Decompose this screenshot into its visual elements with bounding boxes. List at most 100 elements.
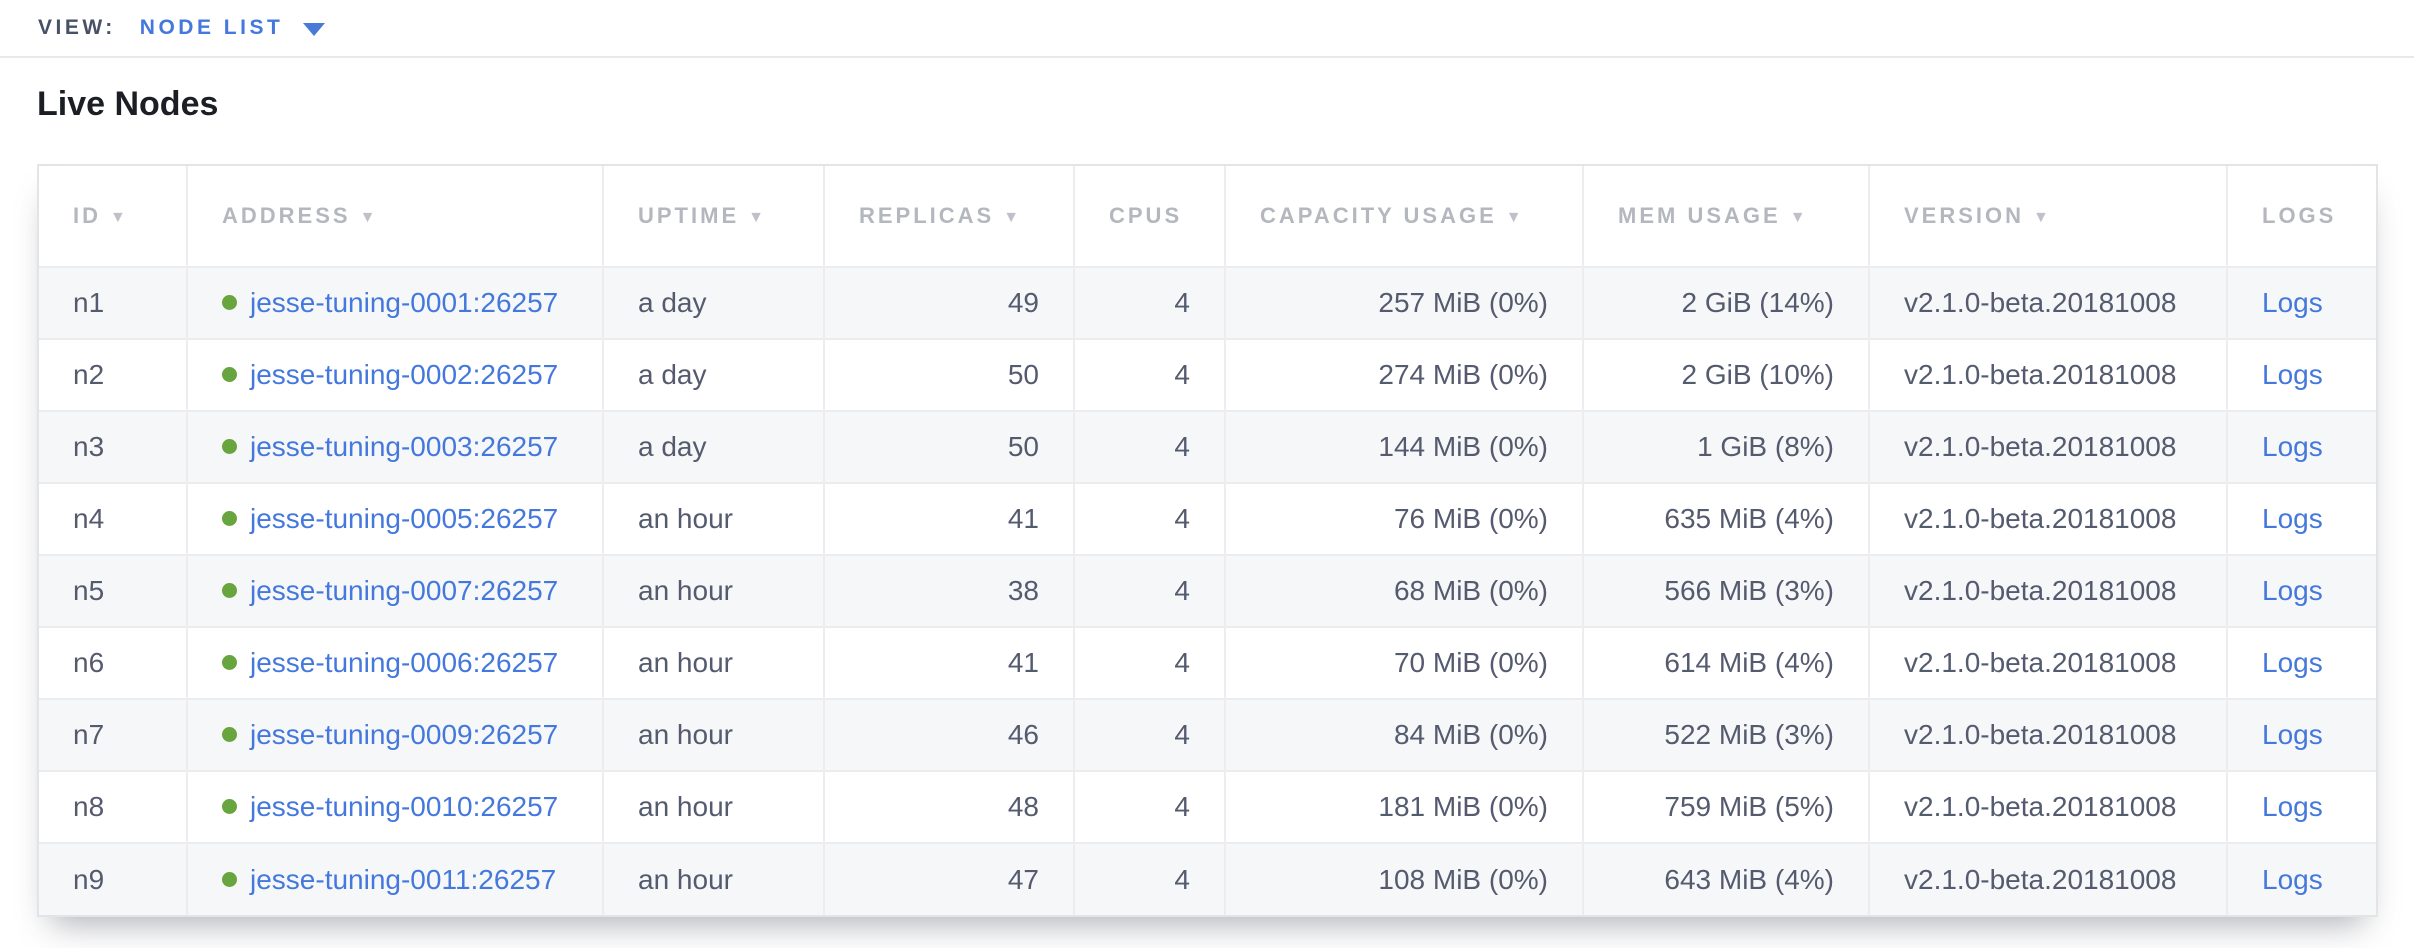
cell-cpus: 4 xyxy=(1074,338,1226,411)
column-header-label: MEM USAGE xyxy=(1618,203,1781,228)
cell-logs: Logs xyxy=(2227,770,2376,843)
healthy-status-icon xyxy=(222,799,237,814)
logs-link[interactable]: Logs xyxy=(2262,431,2323,462)
cell-version: v2.1.0-beta.20181008 xyxy=(1869,554,2228,627)
cell-capacity: 144 MiB (0%) xyxy=(1225,410,1584,483)
cell-address: jesse-tuning-0001:26257 xyxy=(187,266,604,339)
cell-cpus: 4 xyxy=(1074,842,1226,915)
logs-link[interactable]: Logs xyxy=(2262,719,2323,750)
cell-capacity: 257 MiB (0%) xyxy=(1225,266,1584,339)
cell-address: jesse-tuning-0007:26257 xyxy=(187,554,604,627)
cell-mem: 759 MiB (5%) xyxy=(1583,770,1870,843)
cell-address: jesse-tuning-0009:26257 xyxy=(187,698,604,771)
logs-link[interactable]: Logs xyxy=(2262,647,2323,678)
cell-address: jesse-tuning-0005:26257 xyxy=(187,482,604,555)
node-address-link[interactable]: jesse-tuning-0002:26257 xyxy=(250,359,559,390)
node-address-link[interactable]: jesse-tuning-0005:26257 xyxy=(250,503,559,534)
cell-cpus: 4 xyxy=(1074,266,1226,339)
column-header-version[interactable]: VERSION ▼ xyxy=(1869,166,2228,267)
node-address-link[interactable]: jesse-tuning-0006:26257 xyxy=(250,647,559,678)
table-body: n1 jesse-tuning-0001:26257 a day 49 4 257 MiB… xyxy=(39,266,2376,915)
column-header-label: LOGS xyxy=(2262,203,2337,228)
cell-logs: Logs xyxy=(2227,842,2376,915)
column-header-label: ADDRESS xyxy=(222,203,351,228)
column-header-mem[interactable]: MEM USAGE ▼ xyxy=(1583,166,1870,267)
cell-logs: Logs xyxy=(2227,626,2376,699)
cell-replicas: 41 xyxy=(824,626,1075,699)
column-header-cpus: CPUS xyxy=(1074,166,1226,267)
cell-id: n3 xyxy=(39,410,188,483)
column-header-uptime[interactable]: UPTIME ▼ xyxy=(603,166,825,267)
cell-capacity: 84 MiB (0%) xyxy=(1225,698,1584,771)
cell-mem: 566 MiB (3%) xyxy=(1583,554,1870,627)
cell-id: n9 xyxy=(39,842,188,915)
cell-version: v2.1.0-beta.20181008 xyxy=(1869,770,2228,843)
node-address-link[interactable]: jesse-tuning-0007:26257 xyxy=(250,575,559,606)
logs-link[interactable]: Logs xyxy=(2262,575,2323,606)
view-dropdown-selected: NODE LIST xyxy=(139,16,284,39)
cell-replicas: 38 xyxy=(824,554,1075,627)
cell-id: n2 xyxy=(39,338,188,411)
cell-replicas: 49 xyxy=(824,266,1075,339)
column-header-address[interactable]: ADDRESS ▼ xyxy=(187,166,604,267)
healthy-status-icon xyxy=(222,439,237,454)
cell-address: jesse-tuning-0010:26257 xyxy=(187,770,604,843)
cell-version: v2.1.0-beta.20181008 xyxy=(1869,698,2228,771)
cell-address: jesse-tuning-0006:26257 xyxy=(187,626,604,699)
healthy-status-icon xyxy=(222,871,237,887)
cell-capacity: 181 MiB (0%) xyxy=(1225,770,1584,843)
cell-version: v2.1.0-beta.20181008 xyxy=(1869,338,2228,411)
cell-logs: Logs xyxy=(2227,338,2376,411)
node-address-link[interactable]: jesse-tuning-0011:26257 xyxy=(250,863,557,895)
node-address-link[interactable]: jesse-tuning-0009:26257 xyxy=(250,719,559,750)
logs-link[interactable]: Logs xyxy=(2262,359,2323,390)
sort-desc-icon: ▼ xyxy=(359,209,379,226)
node-address-link[interactable]: jesse-tuning-0003:26257 xyxy=(250,431,559,462)
node-row-n7: n7 jesse-tuning-0009:26257 an hour 46 4 84 Mi… xyxy=(39,698,2376,771)
node-row-n4: n4 jesse-tuning-0005:26257 an hour 41 4 76 Mi… xyxy=(39,482,2376,555)
cell-cpus: 4 xyxy=(1074,698,1226,771)
logs-link[interactable]: Logs xyxy=(2262,287,2323,318)
cell-id: n1 xyxy=(39,266,188,339)
cell-capacity: 108 MiB (0%) xyxy=(1225,842,1584,915)
node-address-link[interactable]: jesse-tuning-0001:26257 xyxy=(250,287,559,318)
cell-cpus: 4 xyxy=(1074,770,1226,843)
cell-cpus: 4 xyxy=(1074,410,1226,483)
cell-logs: Logs xyxy=(2227,554,2376,627)
cell-version: v2.1.0-beta.20181008 xyxy=(1869,626,2228,699)
healthy-status-icon xyxy=(222,511,237,526)
node-row-n1: n1 jesse-tuning-0001:26257 a day 49 4 257 MiB… xyxy=(39,266,2376,339)
cell-uptime: a day xyxy=(603,338,825,411)
cell-cpus: 4 xyxy=(1074,554,1226,627)
logs-link[interactable]: Logs xyxy=(2262,791,2323,822)
cell-replicas: 48 xyxy=(824,770,1075,843)
healthy-status-icon xyxy=(222,655,237,670)
node-row-n2: n2 jesse-tuning-0002:26257 a day 50 4 274 MiB… xyxy=(39,338,2376,411)
page-title: Live Nodes xyxy=(37,85,219,123)
sort-desc-icon: ▼ xyxy=(1789,209,1809,226)
cell-address: jesse-tuning-0011:26257 xyxy=(187,842,604,915)
healthy-status-icon xyxy=(222,295,237,310)
cell-replicas: 50 xyxy=(824,338,1075,411)
cell-id: n5 xyxy=(39,554,188,627)
node-address-link[interactable]: jesse-tuning-0010:26257 xyxy=(250,791,559,822)
cell-uptime: an hour xyxy=(603,626,825,699)
cell-capacity: 70 MiB (0%) xyxy=(1225,626,1584,699)
cell-mem: 1 GiB (8%) xyxy=(1583,410,1870,483)
cell-mem: 614 MiB (4%) xyxy=(1583,626,1870,699)
logs-link[interactable]: Logs xyxy=(2262,863,2323,895)
cell-logs: Logs xyxy=(2227,266,2376,339)
cell-capacity: 68 MiB (0%) xyxy=(1225,554,1584,627)
view-dropdown-node-list[interactable]: NODE LIST xyxy=(140,16,326,40)
cell-id: n6 xyxy=(39,626,188,699)
column-header-label: UPTIME xyxy=(638,203,740,228)
healthy-status-icon xyxy=(222,367,237,382)
healthy-status-icon xyxy=(222,727,237,742)
cell-mem: 635 MiB (4%) xyxy=(1583,482,1870,555)
logs-link[interactable]: Logs xyxy=(2262,503,2323,534)
column-header-id[interactable]: ID ▼ xyxy=(39,166,188,267)
node-row-n9: n9 jesse-tuning-0011:26257 an hour 47 4 108 M… xyxy=(39,842,2376,915)
cell-mem: 522 MiB (3%) xyxy=(1583,698,1870,771)
column-header-capacity[interactable]: CAPACITY USAGE ▼ xyxy=(1225,166,1584,267)
column-header-replicas[interactable]: REPLICAS ▼ xyxy=(824,166,1075,267)
